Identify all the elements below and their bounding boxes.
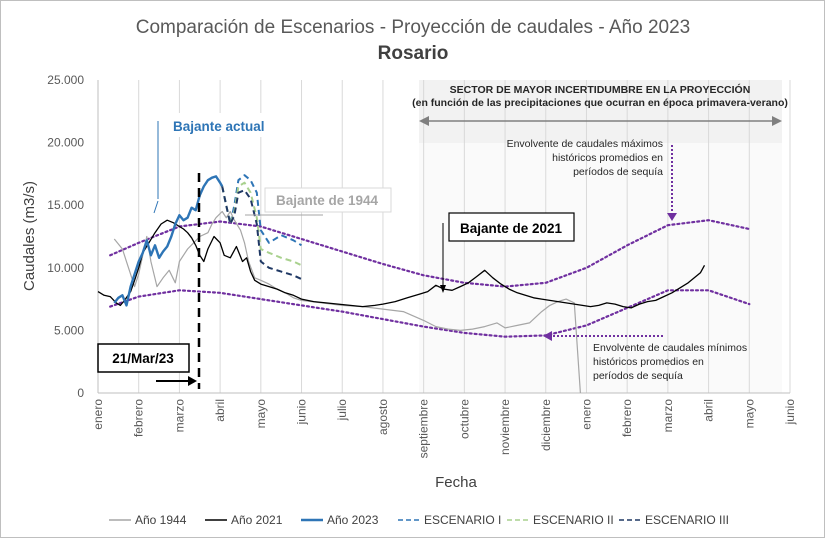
uncertainty-arrow-right	[772, 116, 782, 126]
min-env-note-2: históricos promedios en	[593, 356, 704, 368]
legend-label: ESCENARIO III	[645, 513, 729, 527]
x-tick-label: octubre	[457, 399, 471, 439]
x-tick-label: septiembre	[417, 399, 431, 459]
y-tick-label: 10.000	[47, 261, 84, 275]
min-envelope-line	[109, 289, 751, 338]
x-tick-label: enero	[91, 399, 105, 430]
x-tick-label: febrero	[620, 399, 634, 437]
series-2021-line	[97, 219, 706, 309]
axes	[97, 80, 790, 394]
x-tick-labels: enero febrero marzo abril mayo junio julio agos…	[91, 399, 797, 459]
legend-label: Año 2023	[327, 513, 379, 527]
max-envelope-line	[109, 219, 751, 288]
x-tick-label: noviembre	[498, 399, 512, 455]
max-env-note-3: períodos de sequía	[573, 166, 663, 178]
x-tick-label: mayo	[742, 399, 756, 429]
x-tick-label: mayo	[254, 399, 268, 429]
min-env-pointer-head	[543, 331, 552, 341]
x-tick-label: julio	[335, 399, 349, 422]
uncertainty-title: SECTOR DE MAYOR INCERTIDUMBRE EN LA PROY…	[450, 83, 751, 96]
x-tick-label: marzo	[172, 399, 186, 433]
y-tick-label: 25.000	[47, 73, 84, 87]
date-label: 21/Mar/23	[112, 351, 174, 366]
x-tick-label: agosto	[376, 399, 390, 435]
bajante-2021-arrow	[440, 285, 446, 293]
x-tick-label: marzo	[661, 399, 675, 433]
legend-label: Año 1944	[135, 513, 187, 527]
bajante-1944-label: Bajante de 1944	[276, 193, 379, 208]
max-env-note-1: Envolvente de caudales máximos	[507, 138, 663, 150]
max-env-pointer-head	[667, 213, 677, 221]
x-tick-label: abril	[702, 399, 716, 422]
max-env-note-2: históricos promedios en	[552, 152, 663, 164]
y-tick-label: 20.000	[47, 136, 84, 150]
series-1944-line	[113, 210, 581, 394]
data-series	[97, 174, 706, 394]
x-tick-label: diciembre	[539, 399, 553, 451]
uncertainty-shade	[419, 80, 782, 143]
x-axis-title: Fecha	[435, 474, 477, 491]
legend-label: ESCENARIO I	[424, 513, 501, 527]
bajante-2021-label: Bajante de 2021	[460, 221, 563, 236]
chart-title: Comparación de Escenarios - Proyección d…	[136, 17, 691, 38]
bajante-1944-box	[264, 187, 392, 213]
date-box	[97, 343, 190, 373]
uncertainty-subtitle: (en función de las precipitaciones que o…	[412, 97, 788, 109]
x-tick-label: junio	[295, 399, 309, 426]
y-tick-labels: 0 5.000 10.000 15.000 20.000 25.000	[47, 73, 84, 400]
bajante-actual-box	[163, 113, 275, 137]
bajante-actual-arrow	[153, 200, 159, 214]
y-tick-label: 15.000	[47, 198, 84, 212]
series-2023-line	[113, 175, 224, 307]
legend-label: Año 2021	[231, 513, 283, 527]
y-tick-label: 0	[77, 386, 84, 400]
legend-label: ESCENARIO II	[533, 513, 614, 527]
uncertainty-arrow-left	[419, 116, 429, 126]
date-arrow-head	[188, 376, 197, 386]
x-tick-label: junio	[783, 399, 797, 426]
bajante-actual-label: Bajante actual	[173, 119, 265, 134]
legend: Año 1944 Año 2021 Año 2023 ESCENARIO I ESCEN…	[109, 513, 729, 527]
envelope-curves	[109, 219, 751, 338]
x-tick-label: enero	[579, 399, 593, 430]
x-tick-label: febrero	[132, 399, 146, 437]
scenario-3-line	[221, 186, 302, 281]
min-env-note-3: períodos de sequía	[593, 370, 683, 382]
chart-subtitle: Rosario	[378, 43, 449, 64]
uncertainty-shade-lower	[419, 143, 782, 393]
x-tick-label: abril	[213, 399, 227, 422]
y-tick-label: 5.000	[54, 323, 84, 337]
min-env-note-1: Envolvente de caudales mínimos	[593, 342, 747, 354]
scenario-2-line	[221, 181, 302, 267]
y-axis-title: Caudales (m3/s)	[21, 181, 38, 291]
bajante-2021-box	[448, 212, 575, 242]
